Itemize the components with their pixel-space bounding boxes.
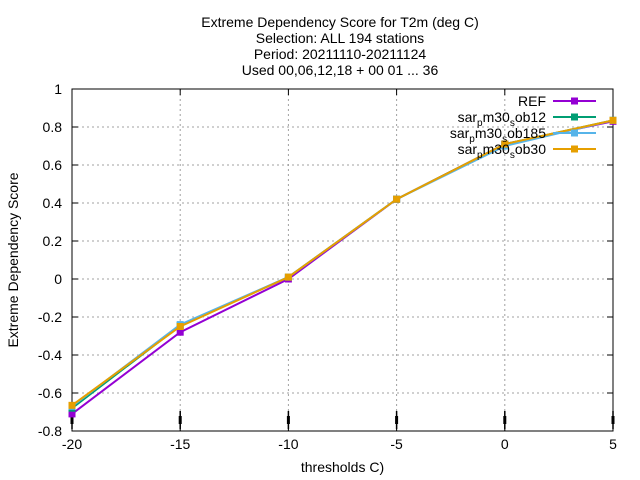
x-tick-label: -20 xyxy=(62,436,82,452)
series-line xyxy=(71,119,614,408)
x-tick-label: 5 xyxy=(609,436,617,452)
y-tick-label: -0.2 xyxy=(38,309,62,325)
x-tick-label: -10 xyxy=(278,436,298,452)
legend-label: sarpm30sob185 xyxy=(450,125,546,145)
tick-labels: -20 -15 -10 -5 0 5 -0.8 -0.6 -0.4 -0.2 0 0.2 0.4 0.6 0… xyxy=(38,81,617,452)
legend-marker xyxy=(571,145,578,153)
legend-item: sarpm30sob185 xyxy=(450,125,596,145)
threshold-marker xyxy=(395,411,399,429)
threshold-marker xyxy=(503,411,507,429)
series-sar_pm30_sob30 xyxy=(68,116,617,409)
data-point xyxy=(501,140,509,148)
series-line xyxy=(71,119,614,409)
legend-marker xyxy=(571,113,578,121)
series-lines xyxy=(68,116,617,418)
data-point xyxy=(68,410,76,418)
series-ref xyxy=(68,117,617,418)
y-tick-label: -0.4 xyxy=(38,347,62,363)
y-tick-label: 0.4 xyxy=(43,195,63,211)
data-point xyxy=(68,401,76,409)
legend-marker xyxy=(571,97,578,105)
data-point xyxy=(176,323,184,330)
data-point xyxy=(609,116,617,124)
x-tick-label: -15 xyxy=(170,436,190,452)
y-tick-label: 0 xyxy=(54,271,62,287)
data-point xyxy=(176,328,184,336)
legend-item: sarpm30sob30 xyxy=(458,141,596,161)
data-point xyxy=(393,195,401,203)
plot-frame xyxy=(71,88,614,432)
legend-item: REF xyxy=(518,93,596,109)
x-tick-label: 0 xyxy=(501,436,509,452)
series-sar_pm30_sob185 xyxy=(68,116,617,410)
title-line-2: Selection: ALL 194 stations xyxy=(256,30,424,46)
threshold-markers xyxy=(70,411,615,429)
y-tick-label: -0.8 xyxy=(38,423,62,439)
legend-label: sarpm30sob12 xyxy=(458,109,547,129)
legend-label: sarpm30sob30 xyxy=(458,141,547,161)
threshold-marker xyxy=(286,411,290,429)
y-tick-label: 0.6 xyxy=(43,157,63,173)
y-tick-label: 0.2 xyxy=(43,233,63,249)
y-axis-label: Extreme Dependency Score xyxy=(5,172,21,347)
legend-item: sarpm30sob12 xyxy=(458,109,596,129)
grid xyxy=(72,89,613,431)
data-point xyxy=(284,273,292,281)
title-line-4: Used 00,06,12,18 + 00 01 ... 36 xyxy=(242,62,439,78)
title-line-1: Extreme Dependency Score for T2m (deg C) xyxy=(201,14,479,30)
title-line-3: Period: 20211110-20211124 xyxy=(254,46,427,62)
legend-label: REF xyxy=(518,93,546,109)
y-tick-label: 0.8 xyxy=(43,119,63,135)
series-line xyxy=(71,119,614,407)
threshold-marker xyxy=(611,411,615,429)
x-axis-label: thresholds C) xyxy=(301,459,384,475)
y-tick-label: -0.6 xyxy=(38,385,62,401)
y-tick-label: 1 xyxy=(54,81,62,97)
series-sar_pm30_sob12 xyxy=(68,116,617,412)
threshold-marker xyxy=(178,411,182,429)
chart-title: Extreme Dependency Score for T2m (deg C)… xyxy=(201,14,479,78)
legend-marker xyxy=(571,129,578,137)
x-tick-label: -5 xyxy=(390,436,403,452)
